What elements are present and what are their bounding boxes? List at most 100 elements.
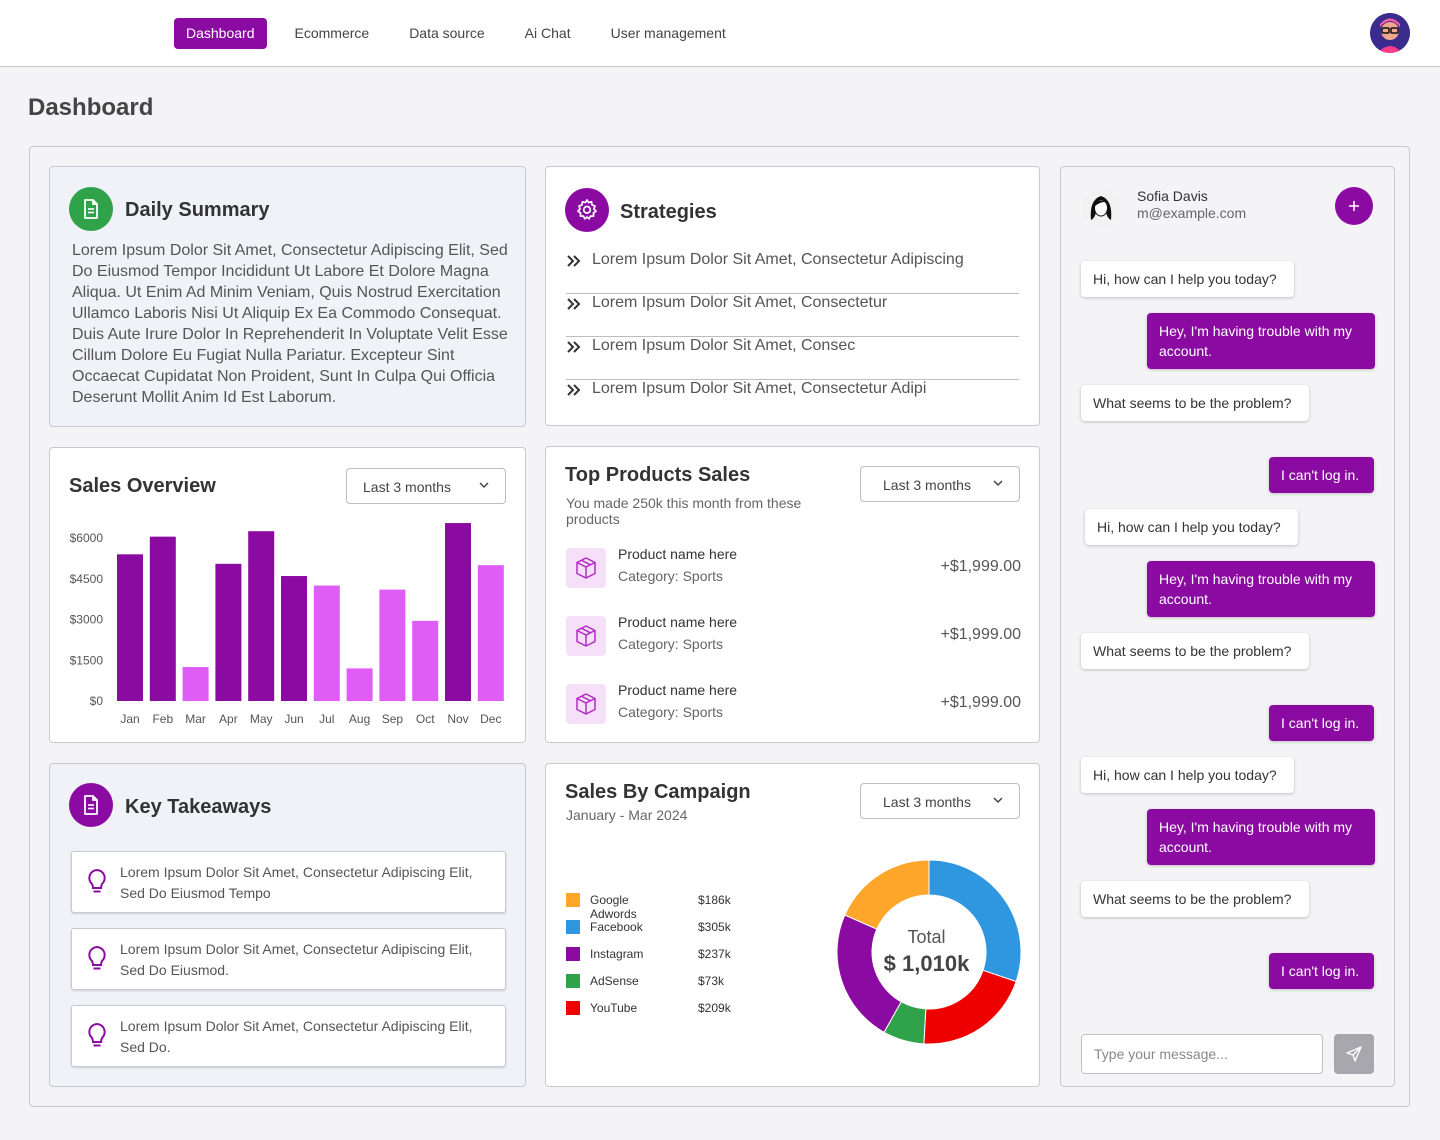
sales-overview-card: Sales Overview Last 3 months $0 $1500 $300…	[49, 447, 526, 743]
strategy-item[interactable]: Lorem Ipsum Dolor Sit Amet, Consectetur …	[566, 380, 1019, 423]
nav-item-user-management[interactable]: User management	[610, 25, 726, 41]
legend-swatch	[566, 947, 580, 961]
donut-total-value: $ 1,010k	[883, 951, 970, 976]
strategy-item[interactable]: Lorem Ipsum Dolor Sit Amet, Consectetur …	[566, 251, 1019, 294]
product-category: Category: Sports	[618, 568, 724, 584]
nav-item-data-source[interactable]: Data source	[409, 25, 485, 41]
double-chevron-right-icon	[566, 254, 582, 273]
product-name: Product name here	[618, 614, 738, 630]
double-chevron-right-icon	[566, 297, 582, 316]
x-tick-label: Nov	[447, 712, 468, 726]
sales-overview-range-select[interactable]: Last 3 months	[346, 468, 506, 504]
package-icon	[566, 684, 606, 724]
donut-slice-google-adwords[interactable]	[844, 859, 930, 930]
chat-message-incoming: What seems to be the problem?	[1081, 633, 1309, 669]
strategy-text: Lorem Ipsum Dolor Sit Amet, Consectetur	[592, 294, 888, 311]
campaign-range-select[interactable]: Last 3 months	[860, 783, 1020, 819]
top-products-title: Top Products Sales	[565, 464, 751, 486]
chat-message-incoming: Hi, how can I help you today?	[1081, 261, 1294, 297]
chat-message-incoming: Hi, how can I help you today?	[1081, 757, 1294, 793]
product-name: Product name here	[618, 546, 738, 562]
donut-total-label: Total	[907, 927, 946, 947]
x-tick-label: Jul	[319, 712, 334, 726]
double-chevron-right-icon	[566, 383, 582, 402]
campaign-title: Sales By Campaign	[565, 781, 751, 803]
bar-aug[interactable]	[346, 668, 373, 701]
y-tick-label: $6000	[70, 531, 104, 545]
bar-jul[interactable]	[313, 585, 340, 701]
bar-nov[interactable]	[445, 523, 471, 701]
legend-swatch	[566, 1001, 580, 1015]
y-tick-label: $0	[90, 694, 104, 708]
bar-jan[interactable]	[117, 554, 143, 701]
bar-mar[interactable]	[182, 667, 209, 701]
campaign-donut-chart	[836, 859, 1022, 1045]
takeaway-item[interactable]: Lorem Ipsum Dolor Sit Amet, Consectetur …	[71, 928, 506, 990]
nav-item-ai-chat[interactable]: Ai Chat	[524, 25, 571, 41]
strategy-item[interactable]: Lorem Ipsum Dolor Sit Amet, Consectetur	[566, 294, 1019, 337]
user-avatar[interactable]	[1370, 13, 1410, 53]
new-chat-button[interactable]	[1335, 187, 1373, 225]
chat-message-outgoing: I can't log in.	[1269, 457, 1374, 493]
legend-value: $73k	[698, 974, 725, 988]
document-icon	[69, 783, 113, 827]
contact-avatar-illustration-icon	[1081, 188, 1121, 228]
top-bar: Dashboard Ecommerce Data source Ai Chat …	[0, 0, 1440, 67]
send-button[interactable]	[1334, 1034, 1374, 1074]
plus-icon	[1349, 201, 1359, 211]
campaign-subtitle: January - Mar 2024	[566, 807, 688, 823]
select-value: Last 3 months	[883, 477, 971, 493]
product-row[interactable]: Product name here Category: Sports +$1,9…	[566, 546, 1021, 590]
takeaway-text: Lorem Ipsum Dolor Sit Amet, Consectetur …	[120, 941, 473, 978]
chat-message-outgoing: Hey, I'm having trouble with my account.	[1147, 561, 1375, 617]
product-price: +$1,999.00	[940, 694, 1021, 711]
bar-dec[interactable]	[477, 565, 504, 701]
lightbulb-icon	[86, 868, 108, 901]
x-tick-label: Oct	[416, 712, 435, 726]
product-row[interactable]: Product name here Category: Sports +$1,9…	[566, 682, 1021, 726]
product-row[interactable]: Product name here Category: Sports +$1,9…	[566, 614, 1021, 658]
legend-label: AdSense	[590, 974, 639, 988]
bar-oct[interactable]	[412, 620, 439, 701]
bar-apr[interactable]	[215, 563, 242, 701]
nav-item-dashboard[interactable]: Dashboard	[174, 18, 267, 49]
x-tick-label: Sep	[382, 712, 404, 726]
legend-value: $209k	[698, 1001, 731, 1015]
product-category: Category: Sports	[618, 636, 724, 652]
chat-message-incoming: Hi, how can I help you today?	[1085, 509, 1298, 545]
takeaway-item[interactable]: Lorem Ipsum Dolor Sit Amet, Consectetur …	[71, 851, 506, 913]
strategy-item[interactable]: Lorem Ipsum Dolor Sit Amet, Consec	[566, 337, 1019, 380]
x-tick-label: May	[250, 712, 273, 726]
daily-summary-title: Daily Summary	[125, 199, 270, 221]
takeaway-item[interactable]: Lorem Ipsum Dolor Sit Amet, Consectetur …	[71, 1005, 506, 1067]
double-chevron-right-icon	[566, 340, 582, 359]
sales-campaign-card: Sales By Campaign January - Mar 2024 Las…	[545, 763, 1040, 1087]
y-tick-label: $3000	[70, 613, 104, 627]
chevron-down-icon	[991, 476, 1005, 493]
chat-card: Sofia Davis m@example.com Hi, how can I …	[1060, 166, 1395, 1087]
bar-sep[interactable]	[379, 589, 406, 701]
chevron-down-icon	[477, 478, 491, 495]
nav-item-ecommerce[interactable]: Ecommerce	[294, 25, 370, 41]
strategy-text: Lorem Ipsum Dolor Sit Amet, Consectetur …	[592, 251, 964, 268]
top-products-range-select[interactable]: Last 3 months	[860, 466, 1020, 502]
package-icon	[566, 548, 606, 588]
y-tick-label: $1500	[70, 653, 104, 667]
top-products-subtitle: You made 250k this month from these prod…	[566, 495, 802, 527]
chat-message-input[interactable]	[1081, 1034, 1323, 1074]
takeaway-text: Lorem Ipsum Dolor Sit Amet, Consectetur …	[120, 1018, 473, 1055]
chat-message-outgoing: I can't log in.	[1269, 953, 1374, 989]
donut-slice-youtube[interactable]	[923, 969, 1017, 1045]
legend-label: Facebook	[590, 920, 643, 934]
chat-message-outgoing: Hey, I'm having trouble with my account.	[1147, 809, 1375, 865]
legend-label: Google Adwords	[590, 893, 637, 921]
x-tick-label: Apr	[219, 712, 238, 726]
bar-feb[interactable]	[149, 536, 176, 701]
bar-may[interactable]	[248, 531, 275, 701]
daily-summary-card: Daily Summary Lorem Ipsum Dolor Sit Amet…	[49, 166, 526, 427]
legend-label: Instagram	[590, 947, 644, 961]
top-products-card: Top Products Sales You made 250k this mo…	[545, 446, 1040, 743]
strategy-text: Lorem Ipsum Dolor Sit Amet, Consec	[592, 337, 856, 354]
bar-jun[interactable]	[281, 576, 307, 701]
chat-message-incoming: What seems to be the problem?	[1081, 881, 1309, 917]
